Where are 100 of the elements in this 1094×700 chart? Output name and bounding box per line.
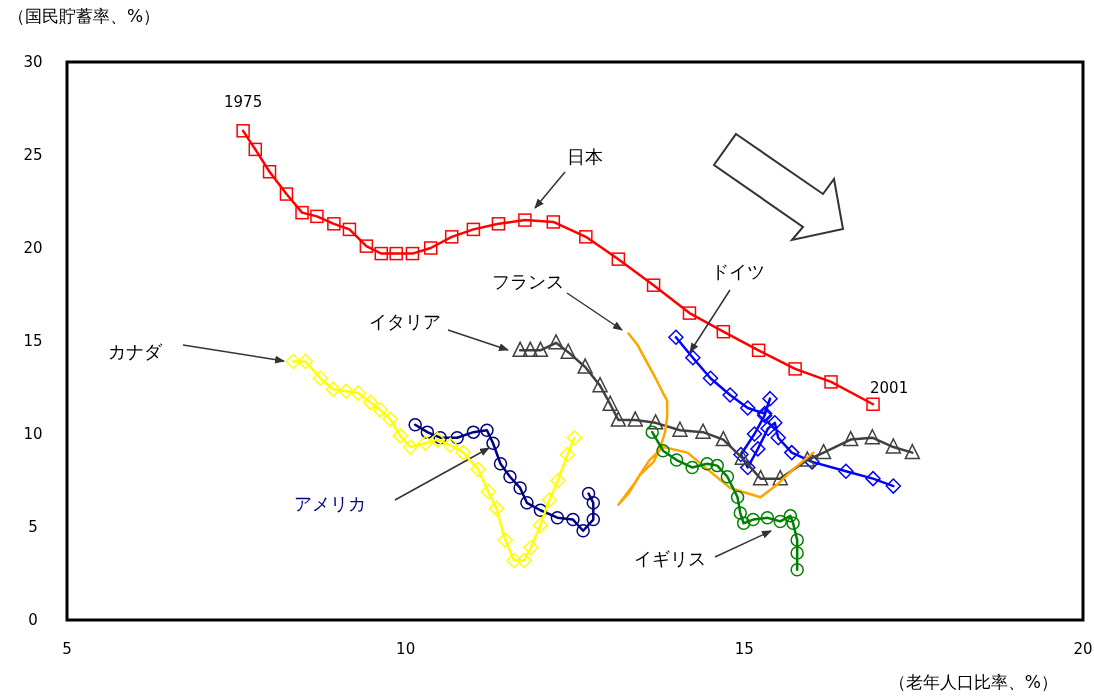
- point: [327, 217, 341, 231]
- point: [784, 444, 800, 461]
- point: [512, 341, 528, 358]
- point: [285, 353, 301, 370]
- point: [842, 430, 859, 447]
- y-tick-label: 25: [23, 146, 43, 164]
- point: [392, 428, 408, 444]
- point: [865, 470, 881, 487]
- x-tick-label: 10: [396, 640, 416, 658]
- point: [279, 187, 294, 201]
- point: [433, 430, 447, 445]
- y-tick-label: 5: [28, 518, 38, 536]
- point: [342, 222, 357, 237]
- point: [297, 353, 314, 370]
- point: [799, 451, 816, 467]
- point: [788, 362, 802, 376]
- point: [611, 252, 626, 266]
- point: [550, 472, 566, 489]
- point: [466, 425, 481, 439]
- point: [420, 425, 435, 439]
- y-tick-label: 10: [23, 425, 43, 443]
- point: [656, 443, 670, 458]
- point: [560, 343, 576, 359]
- point: [581, 486, 596, 501]
- annotation: 1975: [224, 92, 263, 111]
- point: [548, 334, 564, 350]
- y-tick-label: 15: [23, 332, 43, 350]
- point: [885, 438, 902, 454]
- point: [790, 533, 804, 547]
- point: [559, 446, 576, 463]
- text: イギリス: [634, 548, 706, 569]
- point: [647, 414, 664, 430]
- point: [904, 443, 921, 460]
- point: [408, 417, 422, 432]
- x-axis-title: （老年人口比率、%）: [888, 672, 1058, 692]
- point: [716, 324, 731, 339]
- point: [586, 512, 601, 527]
- point: [760, 420, 776, 437]
- x-tick-label: 20: [1073, 640, 1093, 658]
- point: [669, 453, 684, 467]
- y-tick-label: 0: [28, 611, 38, 629]
- point: [513, 481, 527, 495]
- point: [739, 400, 756, 416]
- point: [672, 421, 688, 438]
- point: [700, 457, 714, 471]
- point: [480, 423, 494, 438]
- point: [374, 246, 389, 261]
- point: [715, 430, 732, 447]
- point: [866, 397, 880, 411]
- point: [550, 510, 565, 525]
- point: [720, 470, 735, 484]
- x-tick-label: 5: [62, 640, 72, 658]
- point: [295, 205, 309, 220]
- point: [722, 387, 738, 403]
- annotation: 2001: [870, 379, 909, 398]
- point: [533, 503, 548, 518]
- point: [532, 517, 549, 533]
- point: [746, 512, 760, 527]
- point: [592, 376, 608, 393]
- point: [751, 343, 766, 358]
- point: [627, 411, 644, 427]
- point: [248, 142, 263, 157]
- point: [760, 510, 775, 525]
- point: [546, 215, 561, 229]
- point: [442, 437, 459, 453]
- y-axis-title: （国民貯蓄率、%）: [8, 6, 161, 26]
- point: [506, 552, 522, 569]
- point: [645, 425, 659, 439]
- point: [752, 469, 769, 486]
- point: [566, 429, 583, 446]
- point: [767, 415, 783, 431]
- point: [429, 431, 446, 448]
- point: [405, 246, 420, 261]
- point: [864, 428, 881, 445]
- point: [466, 222, 481, 237]
- point: [532, 341, 549, 358]
- point: [359, 239, 374, 253]
- point: [576, 523, 590, 538]
- point: [497, 532, 513, 548]
- text: ドイツ: [711, 261, 765, 282]
- point: [610, 411, 627, 427]
- point: [885, 478, 902, 494]
- point: [236, 124, 250, 138]
- text: アメリカ: [294, 493, 366, 514]
- point: [262, 164, 277, 179]
- point: [350, 385, 366, 401]
- point: [417, 435, 434, 452]
- point: [566, 512, 580, 527]
- point: [310, 209, 324, 224]
- point: [450, 430, 464, 445]
- point: [790, 563, 804, 577]
- point: [518, 213, 532, 227]
- point: [488, 500, 505, 517]
- point: [815, 443, 832, 460]
- point: [493, 457, 508, 471]
- point: [491, 217, 506, 231]
- point: [586, 496, 601, 510]
- point: [838, 463, 854, 479]
- point: [325, 381, 341, 398]
- point: [770, 429, 786, 446]
